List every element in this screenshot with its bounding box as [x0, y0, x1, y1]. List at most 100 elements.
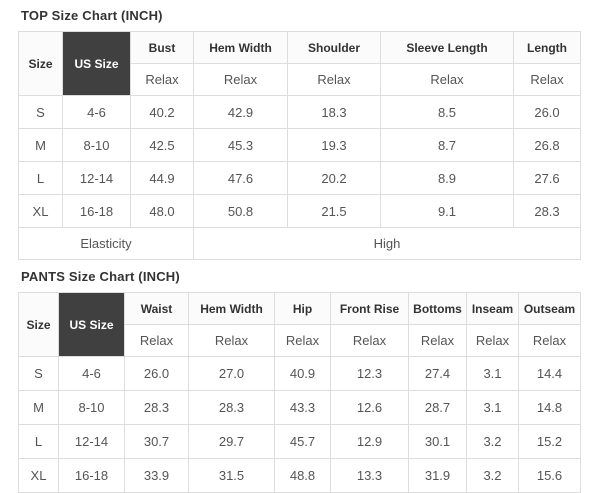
- measurement-cell: 26.8: [513, 128, 581, 162]
- measurement-column-header: Hip: [274, 292, 331, 325]
- fit-label-cell: Relax: [193, 63, 288, 96]
- fit-label-cell: Relax: [466, 324, 519, 357]
- fit-row: Relax Relax Relax Relax Relax Relax Relax: [19, 324, 581, 357]
- measurement-cell: 3.2: [466, 458, 519, 493]
- measurement-cell: 13.3: [330, 458, 409, 493]
- us-size-column-header: US Size: [58, 292, 125, 357]
- size-row: M 8-10 42.5 45.3 19.3 8.7 26.8: [18, 128, 581, 162]
- measurement-column-header: Hem Width: [193, 31, 288, 64]
- top-size-table: Size US Size Bust Hem Width Shoulder Sleeve L…: [18, 31, 581, 260]
- measurement-cell: 12.9: [330, 424, 409, 459]
- measurement-cell: 14.4: [518, 356, 581, 391]
- measurement-cell: 15.2: [518, 424, 581, 459]
- measurement-cell: 8.9: [380, 161, 514, 195]
- elasticity-label-cell: Elasticity: [18, 227, 194, 260]
- fit-label-cell: Relax: [330, 324, 409, 357]
- us-size-cell: 16-18: [58, 458, 125, 493]
- us-size-cell: 4-6: [58, 356, 125, 391]
- fit-label-cell: Relax: [408, 324, 467, 357]
- size-cell: S: [18, 356, 59, 391]
- measurement-cell: 3.2: [466, 424, 519, 459]
- measurement-cell: 8.5: [380, 95, 514, 129]
- measurement-cell: 50.8: [193, 194, 288, 228]
- size-cell: L: [18, 424, 59, 459]
- measurement-cell: 27.4: [408, 356, 467, 391]
- size-row: S 4-6 26.0 27.0 40.9 12.3 27.4 3.1 14.4: [18, 356, 581, 391]
- size-cell: XL: [18, 194, 63, 228]
- us-size-cell: 8-10: [58, 390, 125, 425]
- measurement-column-header: Outseam: [518, 292, 581, 325]
- measurement-cell: 28.3: [513, 194, 581, 228]
- measurement-cell: 45.7: [274, 424, 331, 459]
- size-column-header: Size: [18, 292, 59, 357]
- measurement-cell: 48.8: [274, 458, 331, 493]
- us-size-cell: 16-18: [62, 194, 131, 228]
- measurement-column-header: Hem Width: [188, 292, 275, 325]
- measurement-cell: 19.3: [287, 128, 381, 162]
- measurement-cell: 27.0: [188, 356, 275, 391]
- measurement-cell: 3.1: [466, 356, 519, 391]
- fit-label-cell: Relax: [274, 324, 331, 357]
- fit-label-cell: Relax: [380, 63, 514, 96]
- measurement-cell: 31.5: [188, 458, 275, 493]
- us-size-cell: 12-14: [58, 424, 125, 459]
- size-row: XL 16-18 48.0 50.8 21.5 9.1 28.3: [18, 194, 581, 228]
- measurement-cell: 48.0: [130, 194, 194, 228]
- measurement-column-header: Shoulder: [287, 31, 381, 64]
- measurement-cell: 31.9: [408, 458, 467, 493]
- size-cell: XL: [18, 458, 59, 493]
- header-row: Size US Size Bust Hem Width Shoulder Sleeve L…: [18, 31, 581, 96]
- measurement-column-header: Waist: [124, 292, 189, 325]
- measurement-cell: 26.0: [124, 356, 189, 391]
- size-cell: M: [18, 390, 59, 425]
- size-column-header: Size: [18, 31, 63, 96]
- pants-size-table: Size US Size Waist Hem Width Hip Front Rise Bo…: [18, 292, 581, 493]
- measurement-cell: 27.6: [513, 161, 581, 195]
- measurement-cell: 40.2: [130, 95, 194, 129]
- measurement-cell: 30.7: [124, 424, 189, 459]
- size-row: S 4-6 40.2 42.9 18.3 8.5 26.0: [18, 95, 581, 129]
- measurement-column-header: Front Rise: [330, 292, 409, 325]
- size-cell: S: [18, 95, 63, 129]
- header-row: Size US Size Waist Hem Width Hip Front Rise Bo…: [18, 292, 581, 357]
- measurement-cell: 18.3: [287, 95, 381, 129]
- measurement-cell: 28.3: [188, 390, 275, 425]
- fit-label-cell: Relax: [124, 324, 189, 357]
- measurement-cell: 12.6: [330, 390, 409, 425]
- measurement-cell: 28.7: [408, 390, 467, 425]
- measurement-cell: 47.6: [193, 161, 288, 195]
- elasticity-row: Elasticity High: [18, 227, 581, 260]
- fit-row: Relax Relax Relax Relax Relax: [19, 63, 581, 96]
- measurement-cell: 28.3: [124, 390, 189, 425]
- fit-label-cell: Relax: [130, 63, 194, 96]
- measurement-cell: 29.7: [188, 424, 275, 459]
- pants-chart-title: PANTS Size Chart (INCH): [21, 269, 180, 284]
- top-size-chart-section: TOP Size Chart (INCH) Size US Size Bust Hem …: [18, 8, 600, 260]
- measurement-column-header: Inseam: [466, 292, 519, 325]
- fit-label-cell: Relax: [518, 324, 581, 357]
- measurement-column-header: Length: [513, 31, 581, 64]
- measurement-cell: 43.3: [274, 390, 331, 425]
- measurement-cell: 30.1: [408, 424, 467, 459]
- measurement-cell: 26.0: [513, 95, 581, 129]
- measurement-cell: 12.3: [330, 356, 409, 391]
- size-cell: L: [18, 161, 63, 195]
- measurement-cell: 3.1: [466, 390, 519, 425]
- measurement-cell: 44.9: [130, 161, 194, 195]
- pants-size-chart-section: PANTS Size Chart (INCH) Size US Size Waist H…: [18, 269, 600, 493]
- size-row: L 12-14 44.9 47.6 20.2 8.9 27.6: [18, 161, 581, 195]
- measurement-cell: 42.5: [130, 128, 194, 162]
- measurement-cell: 14.8: [518, 390, 581, 425]
- size-row: L 12-14 30.7 29.7 45.7 12.9 30.1 3.2 15.2: [18, 424, 581, 459]
- measurement-cell: 21.5: [287, 194, 381, 228]
- top-chart-title: TOP Size Chart (INCH): [21, 8, 163, 23]
- us-size-column-header: US Size: [62, 31, 131, 96]
- measurement-cell: 15.6: [518, 458, 581, 493]
- elasticity-value-cell: High: [193, 227, 581, 260]
- measurement-cell: 9.1: [380, 194, 514, 228]
- measurement-column-header: Bust: [130, 31, 194, 64]
- us-size-cell: 8-10: [62, 128, 131, 162]
- us-size-cell: 4-6: [62, 95, 131, 129]
- size-row: XL 16-18 33.9 31.5 48.8 13.3 31.9 3.2 15.6: [18, 458, 581, 493]
